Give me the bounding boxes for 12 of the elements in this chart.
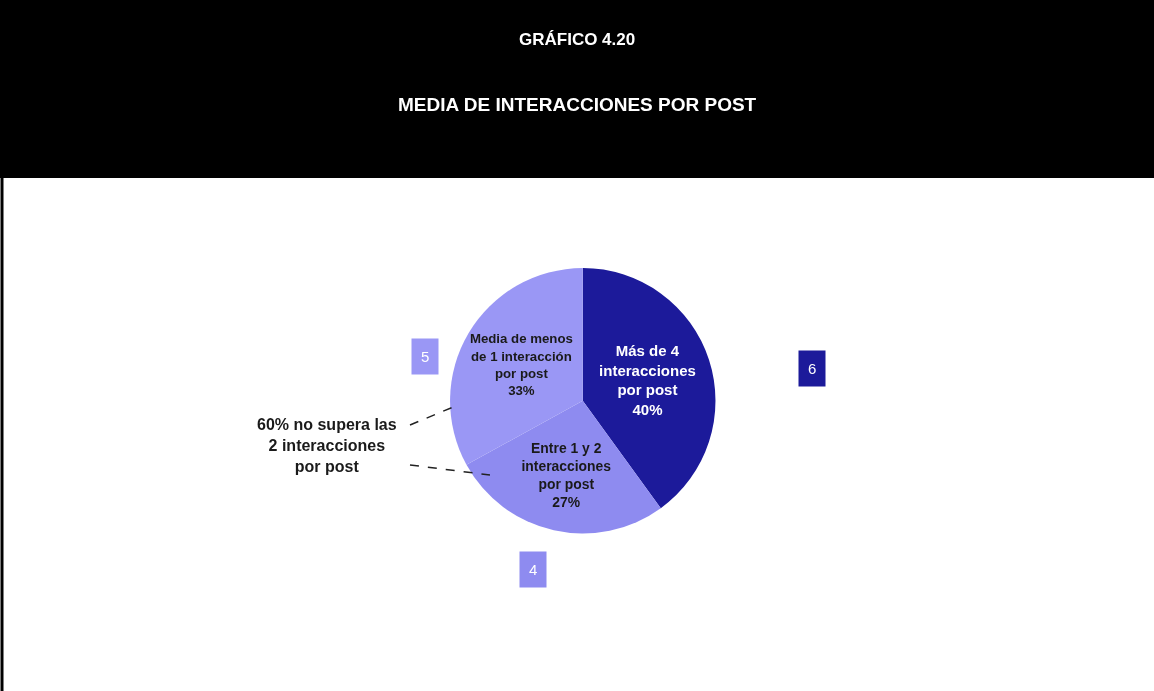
- text: 5: [421, 348, 430, 365]
- data-label: 33%: [508, 383, 535, 399]
- data-label: 27%: [552, 494, 581, 510]
- text: 60% no supera las 2 interacciones por post: [257, 416, 397, 475]
- text: 4: [529, 561, 538, 578]
- data-label: 40%: [632, 400, 663, 418]
- slice-label: Entre 1 y 2 interacciones por post: [521, 439, 612, 492]
- slice-label: Más de 4 interacciones por post: [599, 342, 696, 399]
- text: 6: [808, 360, 817, 377]
- slice-label: Media de menos de 1 interacción por post: [469, 331, 573, 381]
- chart-subtitle: MEDIA DE INTERACCIONES POR POST: [398, 94, 757, 115]
- chart-title: GRÁFICO 4.20: [519, 30, 636, 49]
